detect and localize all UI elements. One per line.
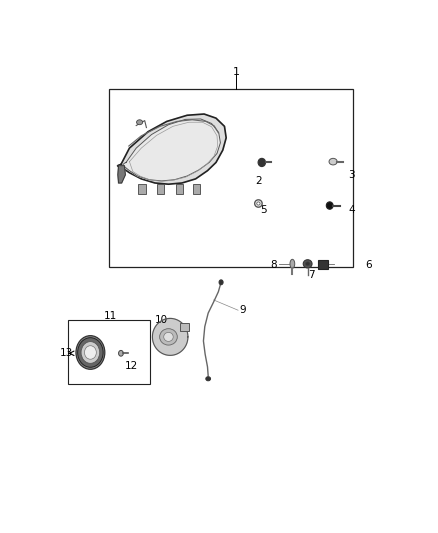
Text: 4: 4	[348, 205, 355, 215]
Bar	[193, 184, 200, 195]
Ellipse shape	[137, 120, 143, 125]
Bar	[156, 184, 164, 195]
Ellipse shape	[254, 200, 262, 207]
Ellipse shape	[159, 329, 177, 345]
Ellipse shape	[290, 260, 295, 268]
Ellipse shape	[258, 158, 265, 166]
Polygon shape	[152, 318, 188, 356]
Text: 9: 9	[240, 305, 247, 315]
Text: 8: 8	[270, 260, 277, 270]
Text: 7: 7	[308, 270, 314, 280]
Ellipse shape	[257, 202, 260, 205]
Polygon shape	[117, 114, 226, 184]
Polygon shape	[123, 119, 220, 181]
Ellipse shape	[326, 202, 333, 209]
Text: 13: 13	[60, 348, 73, 358]
Text: 10: 10	[155, 316, 168, 326]
Ellipse shape	[119, 350, 124, 356]
Bar	[68, 320, 150, 384]
Bar	[138, 184, 146, 195]
Text: 2: 2	[255, 176, 262, 186]
Bar	[109, 88, 353, 267]
Ellipse shape	[78, 338, 103, 367]
Text: 5: 5	[260, 205, 267, 215]
Ellipse shape	[85, 346, 96, 359]
Ellipse shape	[206, 377, 211, 381]
Ellipse shape	[164, 333, 173, 342]
Polygon shape	[118, 166, 125, 183]
Ellipse shape	[76, 336, 105, 369]
Bar	[176, 184, 183, 195]
Text: 3: 3	[348, 170, 355, 180]
Text: 12: 12	[124, 361, 138, 370]
Text: 11: 11	[104, 311, 117, 321]
Ellipse shape	[81, 342, 100, 364]
Ellipse shape	[219, 280, 223, 285]
Ellipse shape	[303, 260, 312, 268]
Bar	[180, 322, 189, 330]
Text: 1: 1	[233, 67, 240, 77]
Ellipse shape	[329, 158, 337, 165]
Text: 6: 6	[365, 260, 372, 270]
Ellipse shape	[305, 262, 310, 266]
Bar	[318, 260, 328, 269]
